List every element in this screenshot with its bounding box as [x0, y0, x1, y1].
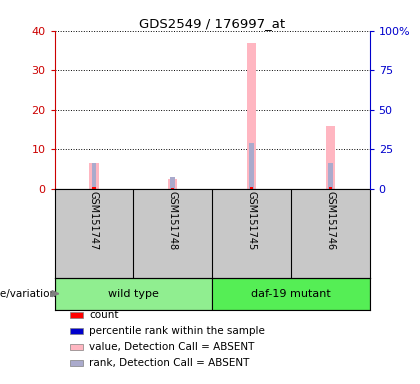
- Text: rank, Detection Call = ABSENT: rank, Detection Call = ABSENT: [89, 358, 249, 368]
- Bar: [171, 177, 175, 189]
- Text: GSM151747: GSM151747: [89, 191, 99, 251]
- Bar: [71, 344, 83, 350]
- Text: genotype/variation: genotype/variation: [0, 289, 56, 299]
- Text: value, Detection Call = ABSENT: value, Detection Call = ABSENT: [89, 342, 255, 352]
- Bar: [247, 43, 256, 189]
- Text: GSM151748: GSM151748: [168, 191, 178, 250]
- Bar: [212, 278, 370, 310]
- Bar: [328, 187, 332, 189]
- Bar: [168, 179, 178, 189]
- Bar: [328, 164, 333, 189]
- Text: daf-19 mutant: daf-19 mutant: [251, 289, 331, 299]
- Bar: [71, 328, 83, 334]
- Text: wild type: wild type: [108, 289, 159, 299]
- Bar: [326, 126, 335, 189]
- Bar: [250, 187, 253, 189]
- Text: count: count: [89, 310, 119, 320]
- Text: GSM151745: GSM151745: [247, 191, 257, 251]
- Text: percentile rank within the sample: percentile rank within the sample: [89, 326, 265, 336]
- Bar: [171, 187, 174, 189]
- Bar: [92, 164, 96, 189]
- Bar: [71, 360, 83, 366]
- Bar: [55, 278, 212, 310]
- Bar: [249, 143, 254, 189]
- Text: GSM151746: GSM151746: [325, 191, 335, 250]
- Bar: [89, 163, 99, 189]
- Title: GDS2549 / 176997_at: GDS2549 / 176997_at: [139, 17, 285, 30]
- Bar: [71, 312, 83, 318]
- Bar: [92, 187, 96, 189]
